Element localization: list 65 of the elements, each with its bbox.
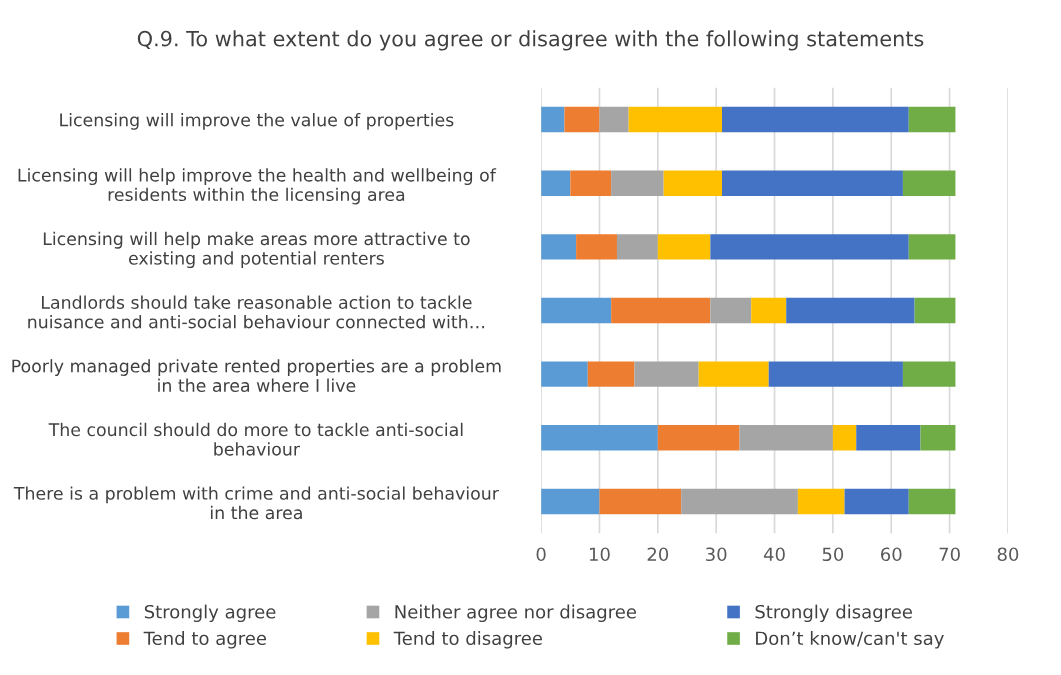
x-tick-label: 60 xyxy=(881,547,902,562)
x-tick-label: 10 xyxy=(589,547,610,562)
y-tick-label: Licensing will improve the value of properties xyxy=(60,112,454,130)
bar xyxy=(541,170,571,196)
bar xyxy=(908,488,956,515)
bar xyxy=(832,425,857,451)
bar xyxy=(698,361,769,387)
legend-label: Neither agree nor disagree xyxy=(395,604,636,623)
bar xyxy=(663,170,723,196)
y-tick-label: The council should do more to tackle anti-social behaviour xyxy=(48,422,463,456)
bar xyxy=(722,170,903,196)
bar xyxy=(634,361,699,387)
bar xyxy=(902,170,956,196)
x-tick-label: 20 xyxy=(647,547,669,562)
bar xyxy=(599,106,629,133)
legend-label: Strongly disagree xyxy=(755,604,912,623)
x-tick-label: 0 xyxy=(536,547,546,562)
bar xyxy=(920,425,956,451)
bar xyxy=(710,297,752,324)
bar xyxy=(541,488,600,515)
bar xyxy=(628,106,723,133)
y-tick-label: Poorly managed private rented properties are a problem in the area where I live xyxy=(12,359,501,393)
bar xyxy=(856,425,921,451)
bar xyxy=(570,170,612,196)
bar xyxy=(587,361,635,387)
bar xyxy=(599,488,682,515)
bar xyxy=(739,425,833,451)
bar xyxy=(657,234,711,260)
chart-title: Q.9. To what extent do you agree or disagree with the following statements xyxy=(137,30,924,51)
bar xyxy=(751,297,787,324)
bar xyxy=(681,488,798,515)
bar xyxy=(541,425,658,451)
bar xyxy=(616,234,658,260)
legend-label: Tend to disagree xyxy=(393,631,542,649)
bar xyxy=(908,234,956,260)
x-tick-label: 80 xyxy=(997,547,1019,562)
bar xyxy=(541,106,565,133)
bar xyxy=(722,106,909,133)
bar xyxy=(902,361,956,387)
bar xyxy=(576,234,617,260)
bar xyxy=(786,297,915,324)
legend-label: Strongly agree xyxy=(144,604,276,623)
bar xyxy=(541,361,588,387)
bar xyxy=(611,297,711,324)
bar xyxy=(541,297,612,324)
y-tick-label: There is a problem with crime and anti-social behaviour in the area xyxy=(13,486,499,520)
y-tick-label: Licensing will help make areas more attractive to existing and potential renters xyxy=(43,231,470,269)
bar xyxy=(908,106,956,133)
bar xyxy=(844,488,909,515)
bar xyxy=(768,361,903,387)
bar xyxy=(914,297,956,324)
x-tick-label: 40 xyxy=(763,547,785,562)
x-tick-label: 30 xyxy=(706,547,727,562)
x-tick-label: 70 xyxy=(939,547,960,562)
y-tick-label: Licensing will help improve the health and wellbeing of residents within the licensing area xyxy=(18,168,497,205)
bar xyxy=(541,234,577,260)
bar xyxy=(611,170,664,196)
bar xyxy=(797,488,845,515)
legend-label: Don’t know/can't say xyxy=(756,631,944,649)
bar xyxy=(710,234,909,260)
legend-label: Tend to agree xyxy=(143,631,267,649)
bar xyxy=(657,425,740,451)
y-tick-label: Landlords should take reasonable action to tackle nuisance and anti-social behaviour connected with… xyxy=(28,295,485,329)
x-tick-label: 50 xyxy=(822,547,844,562)
bar xyxy=(564,106,600,133)
